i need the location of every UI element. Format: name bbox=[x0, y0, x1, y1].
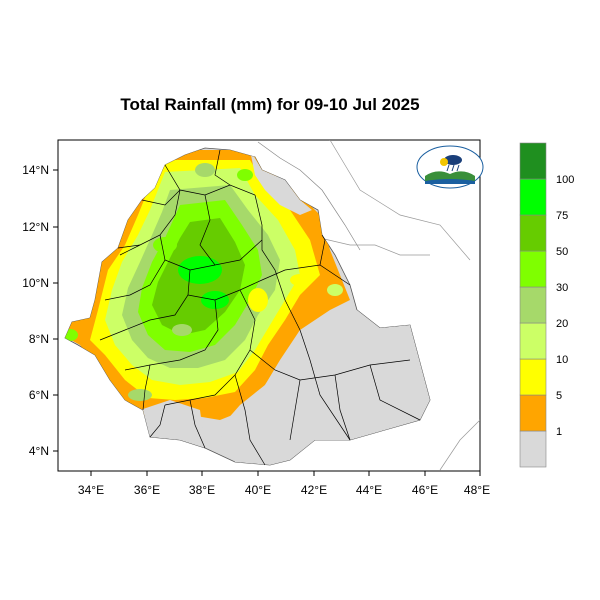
legend-label: 50 bbox=[556, 246, 568, 258]
map-title: Total Rainfall (mm) for 09-10 Jul 2025 bbox=[120, 95, 420, 114]
legend-swatch bbox=[519, 178, 547, 216]
x-tick-label: 34°E bbox=[78, 483, 104, 497]
x-tick-label: 42°E bbox=[301, 483, 327, 497]
gulf-coast bbox=[319, 237, 430, 256]
y-tick-label: 8°N bbox=[29, 332, 49, 346]
x-tick-label: 36°E bbox=[134, 483, 160, 497]
legend-swatch bbox=[519, 358, 547, 396]
y-tick-label: 6°N bbox=[29, 388, 49, 402]
legend-swatch bbox=[519, 394, 547, 432]
legend-label: 1 bbox=[556, 426, 562, 438]
y-tick-label: 14°N bbox=[22, 163, 49, 177]
x-tick-label: 40°E bbox=[245, 483, 271, 497]
meteorology-agency-logo bbox=[416, 145, 484, 189]
legend-label: 30 bbox=[556, 282, 568, 294]
map-content bbox=[64, 140, 480, 471]
admin-boundaries bbox=[99, 149, 421, 466]
legend-label: 75 bbox=[556, 210, 568, 222]
legend-label: 5 bbox=[556, 390, 562, 402]
legend-swatch bbox=[519, 430, 547, 468]
legend-swatch bbox=[519, 286, 547, 324]
legend-label: 20 bbox=[556, 318, 568, 330]
legend-swatch bbox=[519, 214, 547, 252]
legend-label: 100 bbox=[556, 174, 574, 186]
eritrea-boundary bbox=[257, 141, 361, 251]
axis-ticks bbox=[53, 169, 481, 476]
legend-labels: 1 5 10 20 30 50 75 100 bbox=[556, 174, 574, 438]
yemen-coast bbox=[329, 140, 471, 261]
x-tick-label: 38°E bbox=[189, 483, 215, 497]
rainfall-shading bbox=[65, 150, 430, 465]
legend-colorbar bbox=[519, 142, 547, 468]
x-tick-label: 48°E bbox=[464, 483, 490, 497]
y-tick-label: 4°N bbox=[29, 444, 49, 458]
somalia-coast bbox=[439, 419, 480, 471]
legend-swatch bbox=[519, 322, 547, 360]
y-tick-label: 12°N bbox=[22, 220, 49, 234]
legend-swatch bbox=[519, 142, 547, 180]
legend-swatch bbox=[519, 250, 547, 288]
x-tick-label: 44°E bbox=[356, 483, 382, 497]
y-tick-label: 10°N bbox=[22, 276, 49, 290]
x-tick-label: 46°E bbox=[412, 483, 438, 497]
legend-label: 10 bbox=[556, 354, 568, 366]
